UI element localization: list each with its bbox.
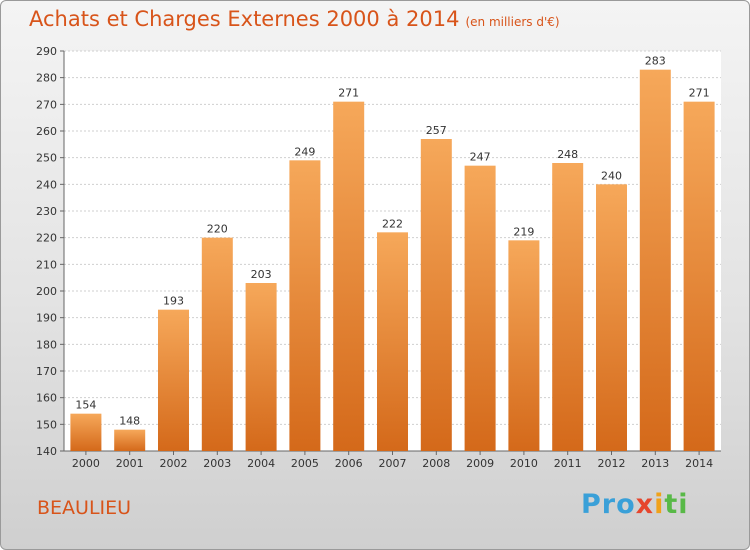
- bar: [289, 160, 321, 452]
- bar: [158, 309, 189, 451]
- x-tick-label: 2008: [422, 457, 450, 470]
- bar-value-label: 271: [689, 87, 710, 100]
- bar-value-label: 203: [251, 268, 272, 281]
- bar: [333, 101, 365, 452]
- x-tick-label: 2013: [641, 457, 669, 470]
- bar: [201, 237, 233, 451]
- bar-value-label: 193: [163, 295, 184, 308]
- x-tick-label: 2000: [72, 457, 100, 470]
- x-tick-label: 2009: [466, 457, 494, 470]
- proxiti-logo: Proxiti: [581, 489, 689, 520]
- chart-title-text: Achats et Charges Externes 2000 à 2014: [29, 7, 460, 31]
- commune-name: BEAULIEU: [37, 497, 132, 519]
- y-tick-label: 260: [36, 125, 57, 138]
- x-tick-label: 2006: [335, 457, 363, 470]
- bar-value-label: 283: [645, 55, 666, 68]
- bar-value-label: 222: [382, 217, 403, 230]
- logo-part-3: i: [654, 489, 665, 520]
- bar-value-label: 271: [338, 87, 359, 100]
- y-tick-label: 230: [36, 205, 57, 218]
- x-tick-label: 2004: [247, 457, 275, 470]
- bar: [596, 184, 627, 452]
- y-tick-label: 170: [36, 365, 57, 378]
- x-tick-label: 2014: [685, 457, 713, 470]
- y-tick-label: 270: [36, 98, 57, 111]
- y-tick-label: 250: [36, 152, 57, 165]
- bar: [70, 413, 102, 451]
- y-tick-label: 160: [36, 392, 57, 405]
- y-tick-label: 190: [36, 312, 57, 325]
- y-tick-label: 200: [36, 285, 57, 298]
- logo-part-1: Pro: [581, 489, 636, 520]
- bar: [114, 429, 146, 451]
- y-tick-label: 210: [36, 258, 57, 271]
- logo-part-4: ti: [664, 489, 689, 520]
- bar-value-label: 219: [513, 225, 534, 238]
- bar: [464, 165, 496, 451]
- x-tick-label: 2007: [379, 457, 407, 470]
- bar-value-label: 247: [470, 151, 491, 164]
- bar-value-label: 148: [119, 415, 140, 428]
- bar-value-label: 220: [207, 223, 228, 236]
- x-tick-label: 2001: [116, 457, 144, 470]
- y-tick-label: 220: [36, 232, 57, 245]
- x-tick-label: 2003: [203, 457, 231, 470]
- x-tick-label: 2011: [554, 457, 582, 470]
- bar: [377, 232, 408, 451]
- y-tick-label: 240: [36, 178, 57, 191]
- bar: [639, 69, 671, 452]
- bar-value-label: 154: [75, 399, 96, 412]
- logo-part-2: x: [635, 489, 655, 520]
- y-tick-label: 140: [36, 445, 57, 458]
- x-tick-label: 2005: [291, 457, 319, 470]
- bar-value-label: 257: [426, 124, 447, 137]
- y-tick-label: 280: [36, 72, 57, 85]
- y-tick-label: 290: [36, 45, 57, 58]
- y-tick-label: 150: [36, 418, 57, 431]
- bar: [245, 283, 277, 451]
- bar-value-label: 249: [294, 145, 315, 158]
- bar: [420, 139, 452, 451]
- x-tick-label: 2002: [160, 457, 188, 470]
- bar: [552, 163, 584, 451]
- chart-title: Achats et Charges Externes 2000 à 2014 (e…: [29, 7, 560, 31]
- x-tick-label: 2010: [510, 457, 538, 470]
- chart-subtitle: (en milliers d'€): [465, 15, 560, 29]
- y-tick-label: 180: [36, 338, 57, 351]
- x-tick-label: 2012: [598, 457, 626, 470]
- bar: [683, 101, 715, 452]
- bar-value-label: 240: [601, 169, 622, 182]
- bar-value-label: 248: [557, 148, 578, 161]
- bar: [508, 240, 540, 451]
